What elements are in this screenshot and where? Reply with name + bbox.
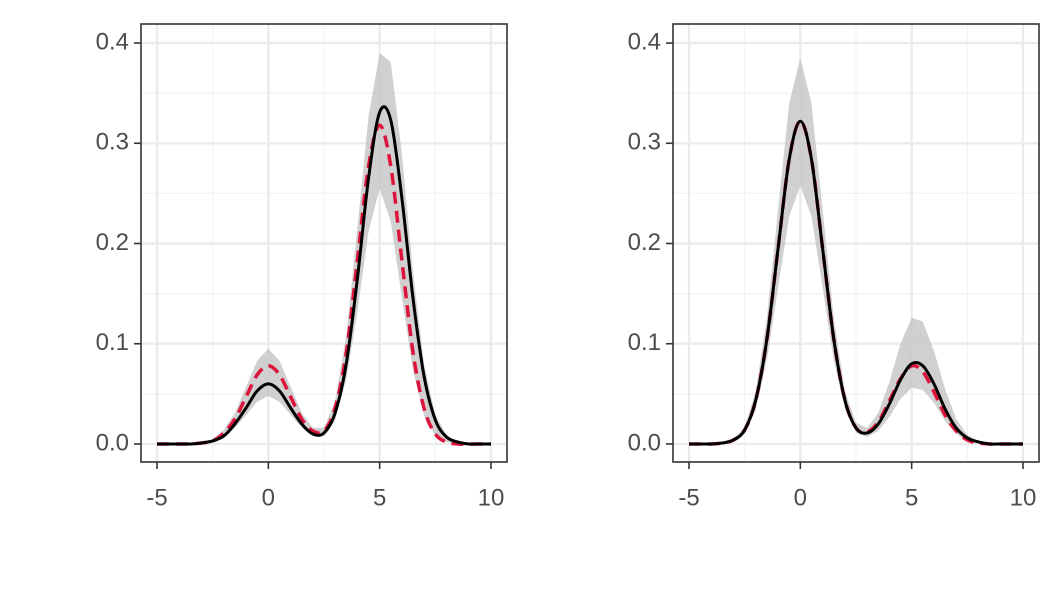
x-tick-label: 10 [1010,484,1037,511]
x-tick-label: 0 [262,484,275,511]
density-line [157,105,491,446]
x-tick-label: -5 [678,484,699,511]
y-tick-label: 0.1 [96,329,129,356]
x-tick-label: 10 [478,484,505,511]
x-tick-label: 5 [905,484,918,511]
x-tick-label: 5 [373,484,386,511]
y-tick-label: 0.2 [628,229,661,256]
x-tick-label: 0 [794,484,807,511]
x-tick-label: -5 [146,484,167,511]
panel: 0.0 0.1 0.2 0.3 0.4 -5 0 5 10 [96,23,508,511]
density-line [689,119,1023,446]
y-tick-label: 0.0 [96,429,129,456]
panel: 0.0 0.1 0.2 0.3 0.4 -5 0 5 10 [628,23,1040,511]
y-tick-label: 0.3 [628,129,661,156]
y-tick-label: 0.3 [96,129,129,156]
y-tick-label: 0.4 [96,28,129,55]
y-tick-label: 0.4 [628,28,661,55]
y-tick-label: 0.0 [628,429,661,456]
y-tick-label: 0.2 [96,229,129,256]
y-tick-label: 0.1 [628,329,661,356]
